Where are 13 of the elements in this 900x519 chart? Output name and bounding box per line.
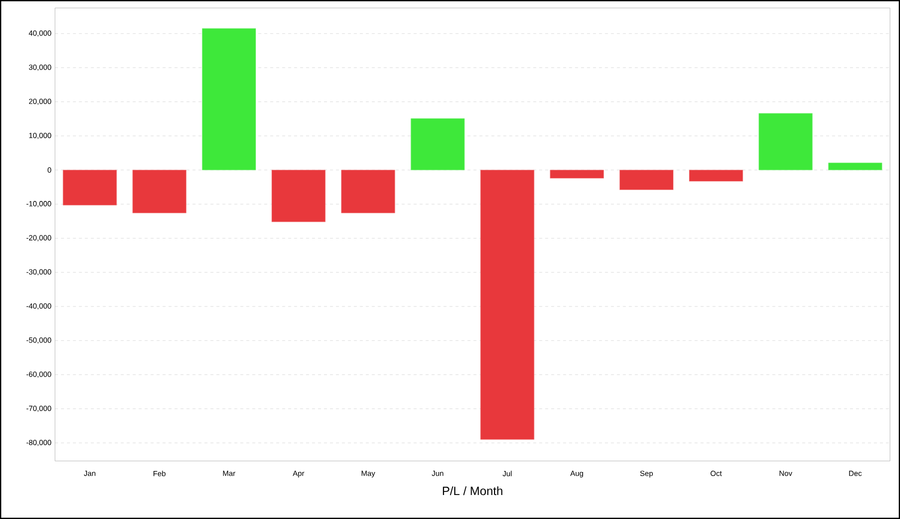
x-axis-title: P/L / Month xyxy=(442,486,502,496)
bar xyxy=(410,118,465,170)
bar xyxy=(202,28,256,170)
bar xyxy=(758,113,813,170)
bar xyxy=(619,170,674,190)
bar xyxy=(689,170,744,182)
bar xyxy=(132,170,186,214)
bar xyxy=(62,170,117,206)
bar xyxy=(828,162,882,170)
bar xyxy=(550,170,604,178)
bar xyxy=(272,170,326,222)
bar xyxy=(480,170,534,440)
bar xyxy=(341,170,396,214)
